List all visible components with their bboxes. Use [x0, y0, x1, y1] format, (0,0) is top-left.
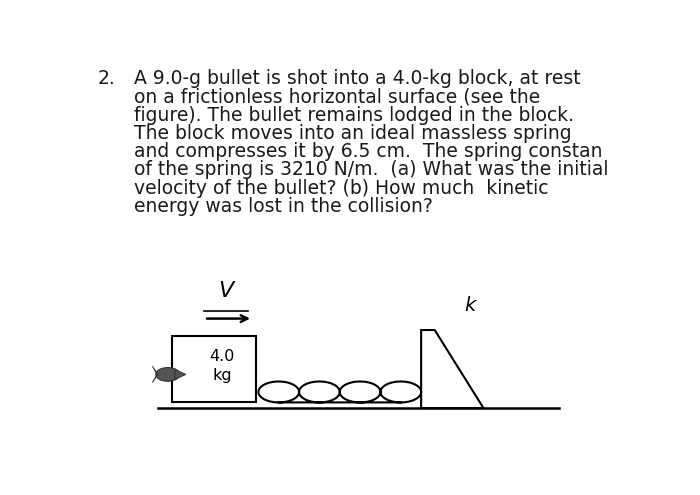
- Polygon shape: [153, 374, 158, 383]
- Text: of the spring is 3210 N/m.  (a) What was the initial: of the spring is 3210 N/m. (a) What was …: [134, 160, 608, 179]
- Text: velocity of the bullet? (b) How much  kinetic: velocity of the bullet? (b) How much kin…: [134, 179, 548, 198]
- Text: energy was lost in the collision?: energy was lost in the collision?: [134, 197, 433, 216]
- Text: 4.0
kg: 4.0 kg: [209, 349, 234, 383]
- Text: k: k: [464, 296, 475, 315]
- Polygon shape: [421, 330, 484, 408]
- Text: V: V: [218, 282, 234, 301]
- Polygon shape: [153, 366, 158, 374]
- Text: 2.: 2.: [97, 69, 115, 88]
- Text: and compresses it by 6.5 cm.  The spring constan: and compresses it by 6.5 cm. The spring …: [134, 142, 602, 161]
- Bar: [172, 336, 256, 402]
- Text: on a frictionless horizontal surface (see the: on a frictionless horizontal surface (se…: [134, 87, 540, 106]
- Polygon shape: [175, 370, 186, 379]
- Ellipse shape: [156, 368, 180, 381]
- Text: The block moves into an ideal massless spring: The block moves into an ideal massless s…: [134, 124, 571, 143]
- Text: A 9.0-g bullet is shot into a 4.0-kg block, at rest: A 9.0-g bullet is shot into a 4.0-kg blo…: [134, 69, 580, 88]
- Text: figure). The bullet remains lodged in the block.: figure). The bullet remains lodged in th…: [134, 105, 573, 125]
